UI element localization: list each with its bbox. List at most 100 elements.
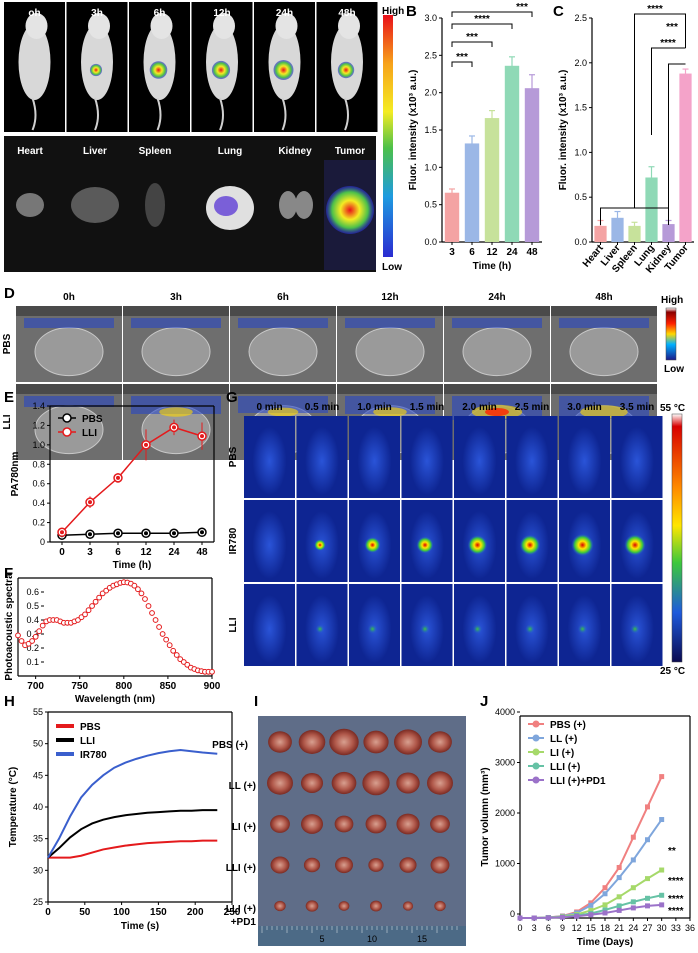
data-point-core [172,531,176,536]
pa-signal [345,318,435,328]
bar [524,88,540,242]
legend-label: PBS (+) [550,720,586,731]
mouse-tail [31,97,37,131]
panel-j-label: J [480,693,488,710]
tumor-sample [402,901,414,911]
y-axis-label: Photoacoustic spectra [4,573,15,681]
bar [679,73,692,242]
y-tick-label: 0.5 [26,601,39,611]
mouse-silhouette [252,511,287,579]
legend-marker [532,776,540,784]
data-point-core [200,530,204,535]
data-point [630,834,636,840]
legend-marker [532,748,540,756]
significance-mark: *** [516,2,528,13]
x-tick-label: 6 [115,547,121,558]
legend-marker [62,427,72,437]
x-tick-label: 200 [187,907,204,918]
pa-signal-hot [580,405,628,419]
y-tick-label: 0 [40,537,45,547]
legend-marker [532,734,540,742]
data-point [645,837,650,843]
skin-layer [230,384,336,394]
y-tick-label: 1.5 [424,125,437,135]
data-point [659,867,665,873]
data-point [602,902,608,908]
mouse-silhouette [410,427,444,495]
series-line [520,776,663,919]
heart-organ [16,193,44,217]
ruler-number: 15 [417,934,427,944]
panel-g: G 0 min 0.5 min 1.0 min 1.5 min 2.0 min 2.5 m… [226,389,685,677]
kidney-organ [295,191,313,219]
y-tick-label: 2000 [495,808,515,818]
tumor-sample [370,900,382,912]
x-tick-label: 50 [79,907,91,918]
data-point-core [172,425,176,430]
significance-bracket [451,41,493,47]
time-label: 6h [277,292,289,303]
y-axis-label: Fluor. intensity (x10³ a.u.) [558,70,569,191]
pa-signal [345,396,435,414]
heat-spot [367,624,378,634]
tumor-region [141,327,211,377]
x-tick-label: 12 [486,247,498,258]
y-tick-label: 1.0 [574,147,587,157]
thermal-image-grid: 0 min 0.5 min 1.0 min 1.5 min 2.0 min 2.5 min… [228,402,663,666]
tumor-region [34,327,104,377]
legend-marker [62,413,72,423]
row-label: IR780 [228,527,239,554]
line-chart-e: 0 0.2 0.4 0.6 0.8 1.0 1.2 1.4 0 3 6 12 24 48 Time (h) P… [10,401,215,571]
pa-signal-hot [159,407,193,417]
significance-bracket [651,47,686,135]
mouse-head [150,13,173,39]
legend-label: LLI (+)+PD1 [550,776,606,787]
y-tick-label: 25 [33,897,43,907]
data-point [659,774,665,780]
y-tick-label: 0.4 [32,498,45,508]
heat-spot [467,535,488,555]
organ-label: Liver [83,146,107,157]
panel-i-label: I [254,693,258,710]
x-tick-label: 30 [657,923,667,933]
organ-frame [4,136,376,272]
tumor-sample [430,856,450,874]
y-tick-label: 0.1 [26,657,39,667]
row-label: LL (+) [229,781,256,792]
x-axis-label: Time (Days) [577,937,634,948]
tumor-region [569,327,639,377]
time-label: oh [28,8,40,19]
mouse-tail [94,97,99,131]
heat-spot [577,624,588,634]
y-tick-label: 45 [33,770,43,780]
y-tick-label: 0.6 [32,479,45,489]
skin-layer [16,384,122,394]
x-tick-label: 21 [614,923,624,933]
tumor-sample [270,856,290,874]
time-label: 3h [91,8,103,19]
y-tick-label: 0.3 [26,629,39,639]
bar [662,224,675,242]
heat-spot [519,534,541,556]
x-tick-label: 24 [168,547,180,558]
time-label: 0 min [256,402,282,413]
series-line [61,531,203,536]
significance-mark: **** [660,38,676,49]
data-point-core [88,500,92,505]
data-point [152,617,159,623]
significance-mark: **** [668,906,684,917]
mouse-tail [219,97,224,131]
y-tick-label: 3000 [495,758,515,768]
kidney-organ [279,191,297,219]
mouse-tail [156,97,162,131]
pa-signal [559,318,649,328]
x-tick-label: 0 [517,923,522,933]
tumor-sample [396,772,420,794]
mouse-silhouette [305,427,339,495]
x-tick-label: 6 [546,923,551,933]
organ-label: Heart [17,146,43,157]
y-tick-label: 0.5 [424,200,437,210]
x-tick-label: 12 [140,547,152,558]
x-tick-label: 250 [224,907,241,918]
panel-f: F 0.1 0.2 0.3 0.4 0.5 0.6 700 750 800 850 900 Wavel… [4,565,221,705]
